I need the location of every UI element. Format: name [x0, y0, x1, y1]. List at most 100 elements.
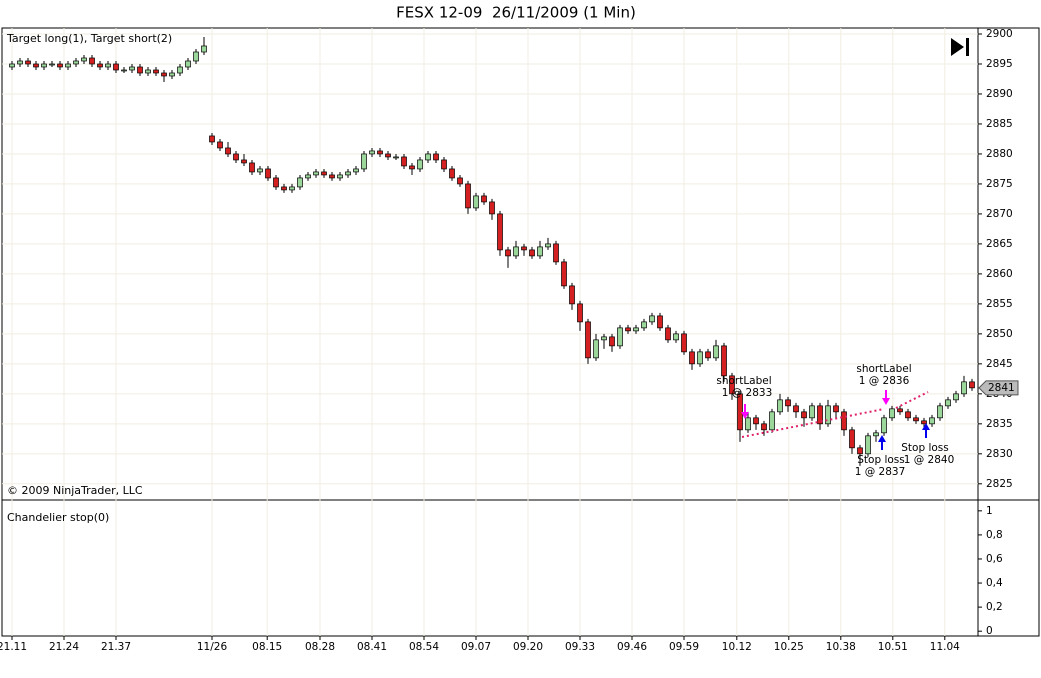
last-price-label: 2841 — [988, 382, 1015, 394]
x-tick-label: 21.11 — [0, 641, 27, 653]
annotation: shortLabel — [716, 375, 771, 387]
candle-body — [617, 327, 623, 347]
candle-body — [401, 156, 407, 167]
x-tick-label: 10.25 — [774, 641, 804, 653]
candle-body — [505, 249, 511, 257]
candle-body — [465, 183, 471, 209]
candle-body — [433, 153, 439, 161]
play-triangle[interactable] — [951, 38, 964, 56]
candle-body — [553, 243, 559, 263]
trade-lines — [741, 390, 930, 450]
candle-body — [785, 399, 791, 407]
candle-body — [297, 177, 303, 188]
y-tick-label: 2890 — [986, 88, 1013, 100]
credit: © 2009 NinjaTrader, LLC — [7, 484, 143, 497]
x-tick-label: 08.54 — [409, 641, 439, 653]
candle-body — [633, 327, 639, 332]
y-tick-label: 2860 — [986, 268, 1013, 280]
candle-body — [409, 165, 415, 170]
candle-body — [945, 399, 951, 407]
candle-body — [801, 411, 807, 419]
x-tick-label: 09.07 — [461, 641, 491, 653]
candle-body — [937, 405, 943, 419]
candle-body — [441, 159, 447, 170]
candle-body — [185, 60, 191, 68]
y-tick-label: 2865 — [986, 238, 1013, 250]
candle-body — [97, 63, 103, 68]
candle-body — [49, 63, 55, 66]
candle-body — [681, 333, 687, 353]
candle-body — [593, 339, 599, 359]
annotation: 1 @ 2837 — [855, 466, 906, 478]
x-tick-label: 08.28 — [305, 641, 335, 653]
annotation: shortLabel — [856, 363, 911, 375]
candle-body — [121, 69, 127, 72]
candle-body — [793, 405, 799, 413]
candle-body — [161, 72, 167, 77]
candle-body — [25, 60, 31, 65]
candle-body — [145, 69, 151, 74]
x-tick-label: 09.33 — [565, 641, 595, 653]
stop-arrow — [878, 435, 886, 450]
y-tick-label: 2830 — [986, 448, 1013, 460]
candle-body — [745, 417, 751, 431]
y-tick-label: 2900 — [986, 28, 1013, 40]
candle-body — [41, 63, 47, 68]
y-tick-label: 0,4 — [986, 577, 1003, 589]
candle-body — [513, 246, 519, 257]
candle-body — [193, 51, 199, 62]
candle-body — [289, 186, 295, 191]
y-tick-label: 2880 — [986, 148, 1013, 160]
candle-body — [361, 153, 367, 170]
play-icon[interactable] — [951, 38, 969, 56]
candle-body — [425, 153, 431, 161]
candle-body — [113, 63, 119, 71]
lower-panel-label: Chandelier stop(0) — [7, 511, 109, 524]
candle-body — [353, 168, 359, 173]
candle-body — [697, 351, 703, 365]
candle-body — [961, 381, 967, 395]
candle-body — [689, 351, 695, 365]
candle-body — [81, 57, 87, 62]
play-bar[interactable] — [966, 38, 969, 56]
x-tick-label: 21.24 — [49, 641, 79, 653]
candle-body — [529, 249, 535, 257]
candle-body — [241, 159, 247, 164]
candle-body — [649, 315, 655, 323]
candle-body — [849, 429, 855, 449]
candle-body — [305, 174, 311, 179]
y-tick-label: 1 — [986, 505, 993, 517]
candle-body — [929, 417, 935, 425]
candle-body — [33, 63, 39, 68]
candle-body — [313, 171, 319, 176]
candle-body — [881, 417, 887, 434]
candle-body — [673, 333, 679, 341]
x-tick-label: 10.51 — [878, 641, 908, 653]
y-tick-label: 2850 — [986, 328, 1013, 340]
candle-body — [9, 63, 15, 68]
candle-body — [857, 447, 863, 455]
candle-body — [337, 174, 343, 179]
candle-body — [657, 315, 663, 329]
candle-body — [489, 201, 495, 215]
last-price-tag — [978, 380, 1019, 396]
candle-body — [217, 141, 223, 149]
y-tick-label: 2885 — [986, 118, 1013, 130]
x-tick-label: 11/26 — [197, 641, 228, 653]
y-tick-label: 0 — [986, 625, 993, 637]
candle-body — [761, 423, 767, 431]
stop-arrow — [922, 423, 930, 438]
trade-line — [895, 391, 929, 409]
candle-body — [393, 156, 399, 159]
candle-body — [257, 168, 263, 173]
candle-body — [137, 66, 143, 74]
candle-body — [809, 405, 815, 419]
candle-body — [769, 411, 775, 431]
candle-body — [417, 159, 423, 170]
annotation: Stop loss — [857, 454, 905, 466]
candle-body — [225, 147, 231, 155]
x-tick-label: 11.04 — [930, 641, 960, 653]
candle-body — [457, 177, 463, 185]
candle-body — [873, 432, 879, 437]
